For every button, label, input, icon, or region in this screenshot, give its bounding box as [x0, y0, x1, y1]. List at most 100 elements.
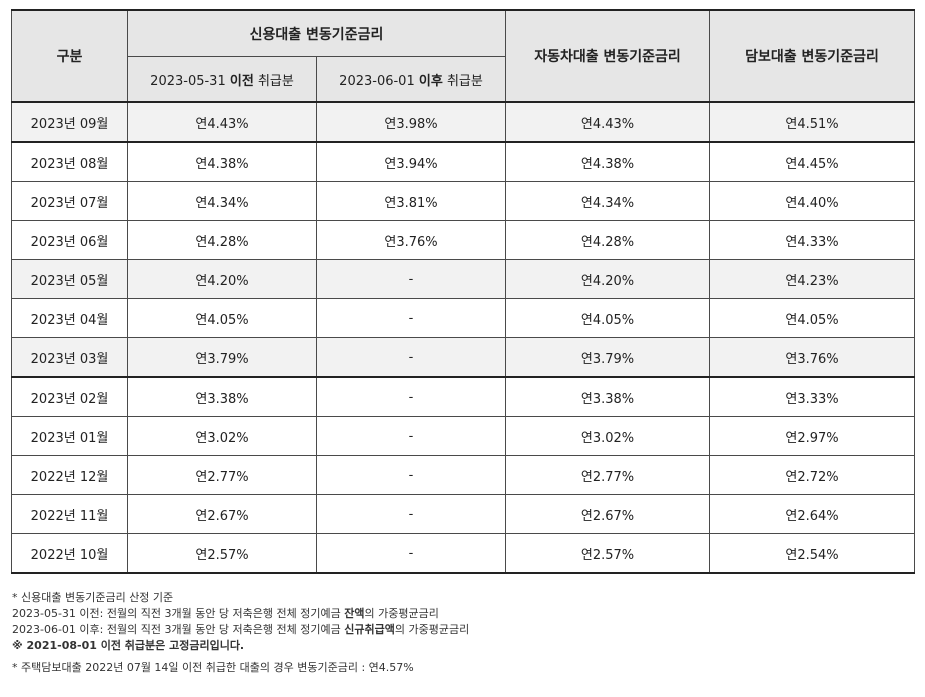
footnote-after-prefix: 2023-06-01 이후: 전월의 직전 3개월 동안 당 저축은행 전체 정… [12, 623, 345, 636]
header-credit-before-suffix: 취급분 [257, 73, 294, 89]
table-row: 2023년 01월 연3.02% - 연3.02% 연2.97% [11, 416, 915, 456]
cell-credit-before: 연2.67% [127, 494, 317, 534]
header-credit-before-emph: 이전 [229, 73, 254, 89]
cell-credit-after: - [316, 376, 506, 417]
cell-credit-after: - [316, 416, 506, 456]
cell-credit-before: 연4.20% [127, 259, 317, 299]
header-credit-loan: 신용대출 변동기준금리 [127, 9, 506, 57]
cell-credit-before: 연4.28% [127, 220, 317, 260]
header-credit-after-emph: 이후 [418, 73, 443, 89]
cell-month: 2023년 01월 [11, 416, 128, 456]
rate-table: 구분 신용대출 변동기준금리 자동차대출 변동기준금리 담보대출 변동기준금리 … [11, 9, 915, 574]
cell-auto: 연3.38% [505, 376, 710, 417]
cell-mortgage: 연4.40% [709, 181, 915, 221]
header-category: 구분 [11, 9, 128, 103]
header-credit-before: 2023-05-31 이전 취급분 [127, 56, 317, 103]
cell-credit-after: 연3.81% [316, 181, 506, 221]
cell-credit-before: 연3.02% [127, 416, 317, 456]
cell-month: 2022년 12월 [11, 455, 128, 495]
cell-auto: 연2.57% [505, 533, 710, 574]
cell-month: 2023년 02월 [11, 376, 128, 417]
table-row: 2023년 09월 연4.43% 연3.98% 연4.43% 연4.51% [11, 101, 915, 143]
cell-mortgage: 연3.33% [709, 376, 915, 417]
header-credit-after-date: 2023-06-01 [339, 73, 415, 89]
cell-credit-after: - [316, 298, 506, 338]
footnote-mortgage: * 주택담보대출 2022년 07월 14일 이전 취급한 대출의 경우 변동기… [12, 661, 414, 674]
table-row: 2023년 03월 연3.79% - 연3.79% 연3.76% [11, 337, 915, 378]
cell-credit-after: - [316, 494, 506, 534]
cell-month: 2023년 09월 [11, 101, 128, 143]
cell-credit-after: - [316, 337, 506, 378]
cell-mortgage: 연3.76% [709, 337, 915, 378]
table-row: 2023년 06월 연4.28% 연3.76% 연4.28% 연4.33% [11, 220, 915, 260]
table-row: 2022년 10월 연2.57% - 연2.57% 연2.54% [11, 533, 915, 574]
table-row: 2022년 12월 연2.77% - 연2.77% 연2.72% [11, 455, 915, 495]
cell-credit-before: 연3.79% [127, 337, 317, 378]
header-credit-after-suffix: 취급분 [446, 73, 483, 89]
cell-mortgage: 연4.51% [709, 101, 915, 143]
cell-credit-after: 연3.94% [316, 141, 506, 182]
footnote-fixed-rate: ※ 2021-08-01 이전 취급분은 고정금리입니다. [12, 639, 245, 652]
table-row: 2022년 11월 연2.67% - 연2.67% 연2.64% [11, 494, 915, 534]
cell-auto: 연4.05% [505, 298, 710, 338]
cell-month: 2023년 04월 [11, 298, 128, 338]
cell-credit-before: 연4.43% [127, 101, 317, 143]
table-subheader-row: 2023-05-31 이전 취급분 2023-06-01 이후 취급분 [12, 56, 915, 103]
table-row: 2023년 07월 연4.34% 연3.81% 연4.34% 연4.40% [11, 181, 915, 221]
cell-mortgage: 연2.72% [709, 455, 915, 495]
cell-credit-after: - [316, 455, 506, 495]
cell-auto: 연2.67% [505, 494, 710, 534]
cell-credit-after: 연3.76% [316, 220, 506, 260]
cell-auto: 연4.43% [505, 101, 710, 143]
header-credit-after: 2023-06-01 이후 취급분 [316, 56, 506, 103]
footnotes: * 신용대출 변동기준금리 산정 기준 2023-05-31 이전: 전월의 직… [12, 590, 469, 676]
cell-mortgage: 연4.45% [709, 141, 915, 182]
footnote-before-suffix: 의 가중평균금리 [364, 607, 439, 620]
cell-credit-before: 연2.77% [127, 455, 317, 495]
cell-credit-before: 연4.34% [127, 181, 317, 221]
cell-mortgage: 연2.97% [709, 416, 915, 456]
cell-mortgage: 연4.33% [709, 220, 915, 260]
footnote-before: 2023-05-31 이전: 전월의 직전 3개월 동안 당 저축은행 전체 정… [12, 606, 469, 622]
footnote-before-prefix: 2023-05-31 이전: 전월의 직전 3개월 동안 당 저축은행 전체 정… [12, 607, 345, 620]
cell-mortgage: 연2.54% [709, 533, 915, 574]
cell-auto: 연4.38% [505, 141, 710, 182]
cell-auto: 연2.77% [505, 455, 710, 495]
footnote-after-suffix: 의 가중평균금리 [394, 623, 470, 636]
table-row: 2023년 08월 연4.38% 연3.94% 연4.38% 연4.45% [11, 141, 915, 182]
cell-auto: 연4.34% [505, 181, 710, 221]
table-row: 2023년 02월 연3.38% - 연3.38% 연3.33% [11, 376, 915, 417]
table-row: 2023년 05월 연4.20% - 연4.20% 연4.23% [11, 259, 915, 299]
table-row: 2023년 04월 연4.05% - 연4.05% 연4.05% [11, 298, 915, 338]
cell-auto: 연4.28% [505, 220, 710, 260]
cell-credit-before: 연4.05% [127, 298, 317, 338]
cell-month: 2023년 07월 [11, 181, 128, 221]
footnote-before-emph: 잔액 [344, 607, 365, 620]
cell-mortgage: 연4.23% [709, 259, 915, 299]
header-auto-loan: 자동차대출 변동기준금리 [505, 9, 710, 103]
cell-mortgage: 연4.05% [709, 298, 915, 338]
cell-auto: 연3.79% [505, 337, 710, 378]
cell-month: 2022년 10월 [11, 533, 128, 574]
footnote-after: 2023-06-01 이후: 전월의 직전 3개월 동안 당 저축은행 전체 정… [12, 622, 469, 638]
cell-auto: 연4.20% [505, 259, 710, 299]
cell-month: 2023년 08월 [11, 141, 128, 182]
cell-credit-before: 연2.57% [127, 533, 317, 574]
footnote-basis-title: * 신용대출 변동기준금리 산정 기준 [12, 591, 174, 604]
header-credit-before-date: 2023-05-31 [150, 73, 226, 89]
cell-month: 2023년 05월 [11, 259, 128, 299]
cell-mortgage: 연2.64% [709, 494, 915, 534]
cell-month: 2022년 11월 [11, 494, 128, 534]
cell-credit-after: 연3.98% [316, 101, 506, 143]
cell-credit-after: - [316, 533, 506, 574]
cell-credit-before: 연3.38% [127, 376, 317, 417]
header-mortgage-loan: 담보대출 변동기준금리 [709, 9, 915, 103]
footnote-after-emph: 신규취급액 [344, 623, 395, 636]
cell-auto: 연3.02% [505, 416, 710, 456]
cell-month: 2023년 06월 [11, 220, 128, 260]
cell-month: 2023년 03월 [11, 337, 128, 378]
table-header-row: 구분 신용대출 변동기준금리 자동차대출 변동기준금리 담보대출 변동기준금리 [11, 9, 915, 103]
rate-table-container: 구분 신용대출 변동기준금리 자동차대출 변동기준금리 담보대출 변동기준금리 … [11, 9, 915, 574]
cell-credit-after: - [316, 259, 506, 299]
cell-credit-before: 연4.38% [127, 141, 317, 182]
